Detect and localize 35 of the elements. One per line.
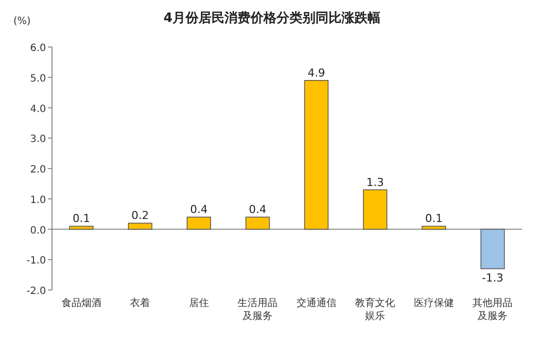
y-tick-label: -1.0 (26, 256, 46, 267)
y-tick-label: 3.0 (30, 134, 46, 146)
bar (480, 228, 505, 270)
chart-title: 4月份居民消费价格分类别同比涨跌幅 (163, 11, 381, 26)
x-tick-label: 食品烟酒 (61, 297, 102, 309)
data-label: 4.9 (308, 66, 326, 80)
data-label: 0.1 (72, 212, 90, 226)
y-axis-title: (%) (13, 16, 31, 27)
x-tick-label: 生活用品及服务 (238, 297, 278, 322)
data-label: -1.3 (482, 272, 504, 285)
x-tick-label: 医疗保健 (414, 297, 454, 309)
y-tick-label: 2.0 (30, 164, 46, 176)
bar (186, 216, 212, 230)
bar (362, 189, 388, 230)
bar (128, 222, 152, 230)
y-tick-label: 5.0 (30, 73, 46, 84)
data-label: 1.3 (366, 176, 384, 189)
x-tick-label: 交通通信 (296, 297, 336, 309)
y-tick-label: 4.0 (30, 104, 46, 115)
data-label: 0.2 (131, 209, 149, 222)
data-label: 0.4 (248, 203, 266, 216)
bar (422, 226, 446, 230)
bar (245, 216, 270, 230)
x-tick-label: 衣着 (130, 297, 150, 309)
data-label: 0.4 (190, 203, 208, 216)
x-tick-label: 教育文化娱乐 (355, 297, 396, 322)
x-tick-label: 其他用品及服务 (472, 297, 513, 322)
y-tick-label: 6.0 (30, 43, 46, 54)
y-tick-label: -2.0 (26, 286, 46, 297)
bar (304, 80, 329, 230)
y-tick-label: 1.0 (30, 194, 46, 206)
data-label: 0.1 (425, 212, 443, 226)
bar (69, 226, 94, 230)
y-tick-label: 0.0 (30, 225, 46, 236)
x-tick-label: 居住 (188, 298, 209, 309)
